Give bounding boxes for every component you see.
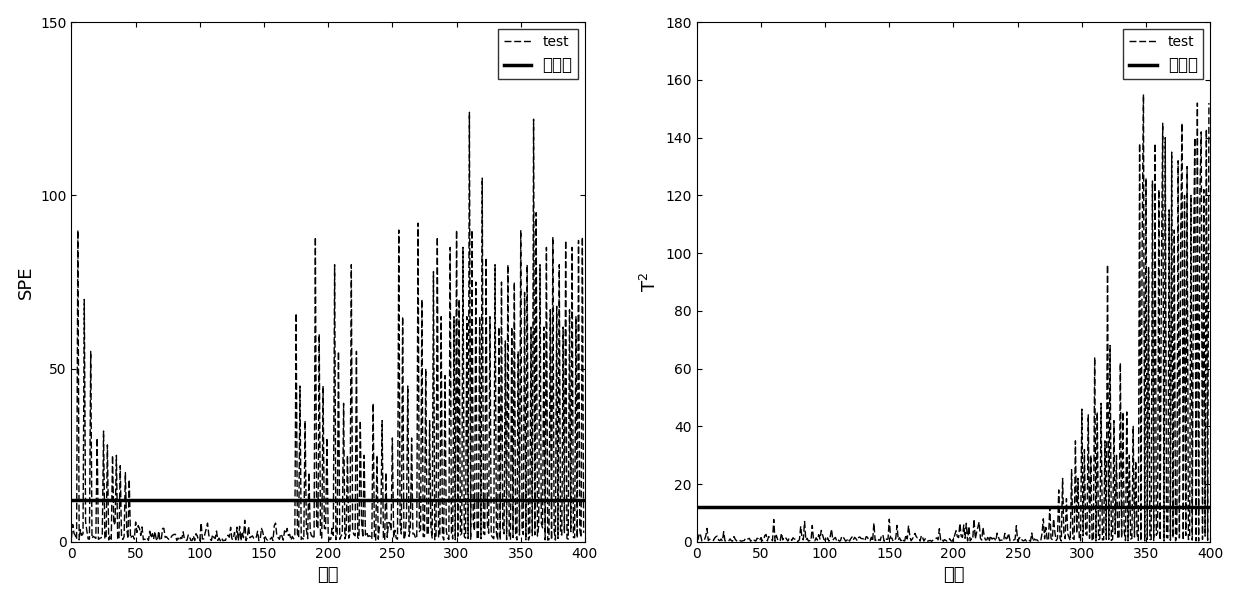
test — [1136, 91, 1151, 98]
X-axis label: 样本: 样本 — [317, 566, 339, 584]
控制限 — [66, 497, 81, 504]
控制限 — [689, 504, 704, 511]
test — [892, 534, 906, 542]
Legend: test, 控制限: test, 控制限 — [498, 29, 578, 79]
控制限 — [64, 497, 79, 504]
test — [64, 534, 79, 542]
控制限 — [691, 504, 706, 511]
Line: test: test — [697, 94, 1209, 542]
Legend: test, 控制限: test, 控制限 — [1123, 29, 1203, 79]
Line: test: test — [72, 112, 584, 541]
X-axis label: 样本: 样本 — [942, 566, 965, 584]
test — [1060, 530, 1075, 537]
test — [388, 526, 403, 534]
test — [463, 109, 477, 116]
test — [232, 523, 247, 530]
test — [125, 532, 140, 540]
test — [1202, 99, 1216, 106]
test — [577, 529, 591, 537]
test — [268, 519, 283, 526]
test — [856, 535, 870, 543]
test — [438, 372, 453, 379]
test — [1025, 538, 1040, 545]
Y-axis label: T$^2$: T$^2$ — [640, 272, 660, 292]
test — [150, 537, 165, 545]
test — [1063, 537, 1078, 544]
test — [1012, 535, 1027, 543]
Y-axis label: SPE: SPE — [16, 265, 35, 299]
test — [751, 535, 766, 542]
test — [689, 535, 704, 542]
test — [435, 532, 450, 539]
